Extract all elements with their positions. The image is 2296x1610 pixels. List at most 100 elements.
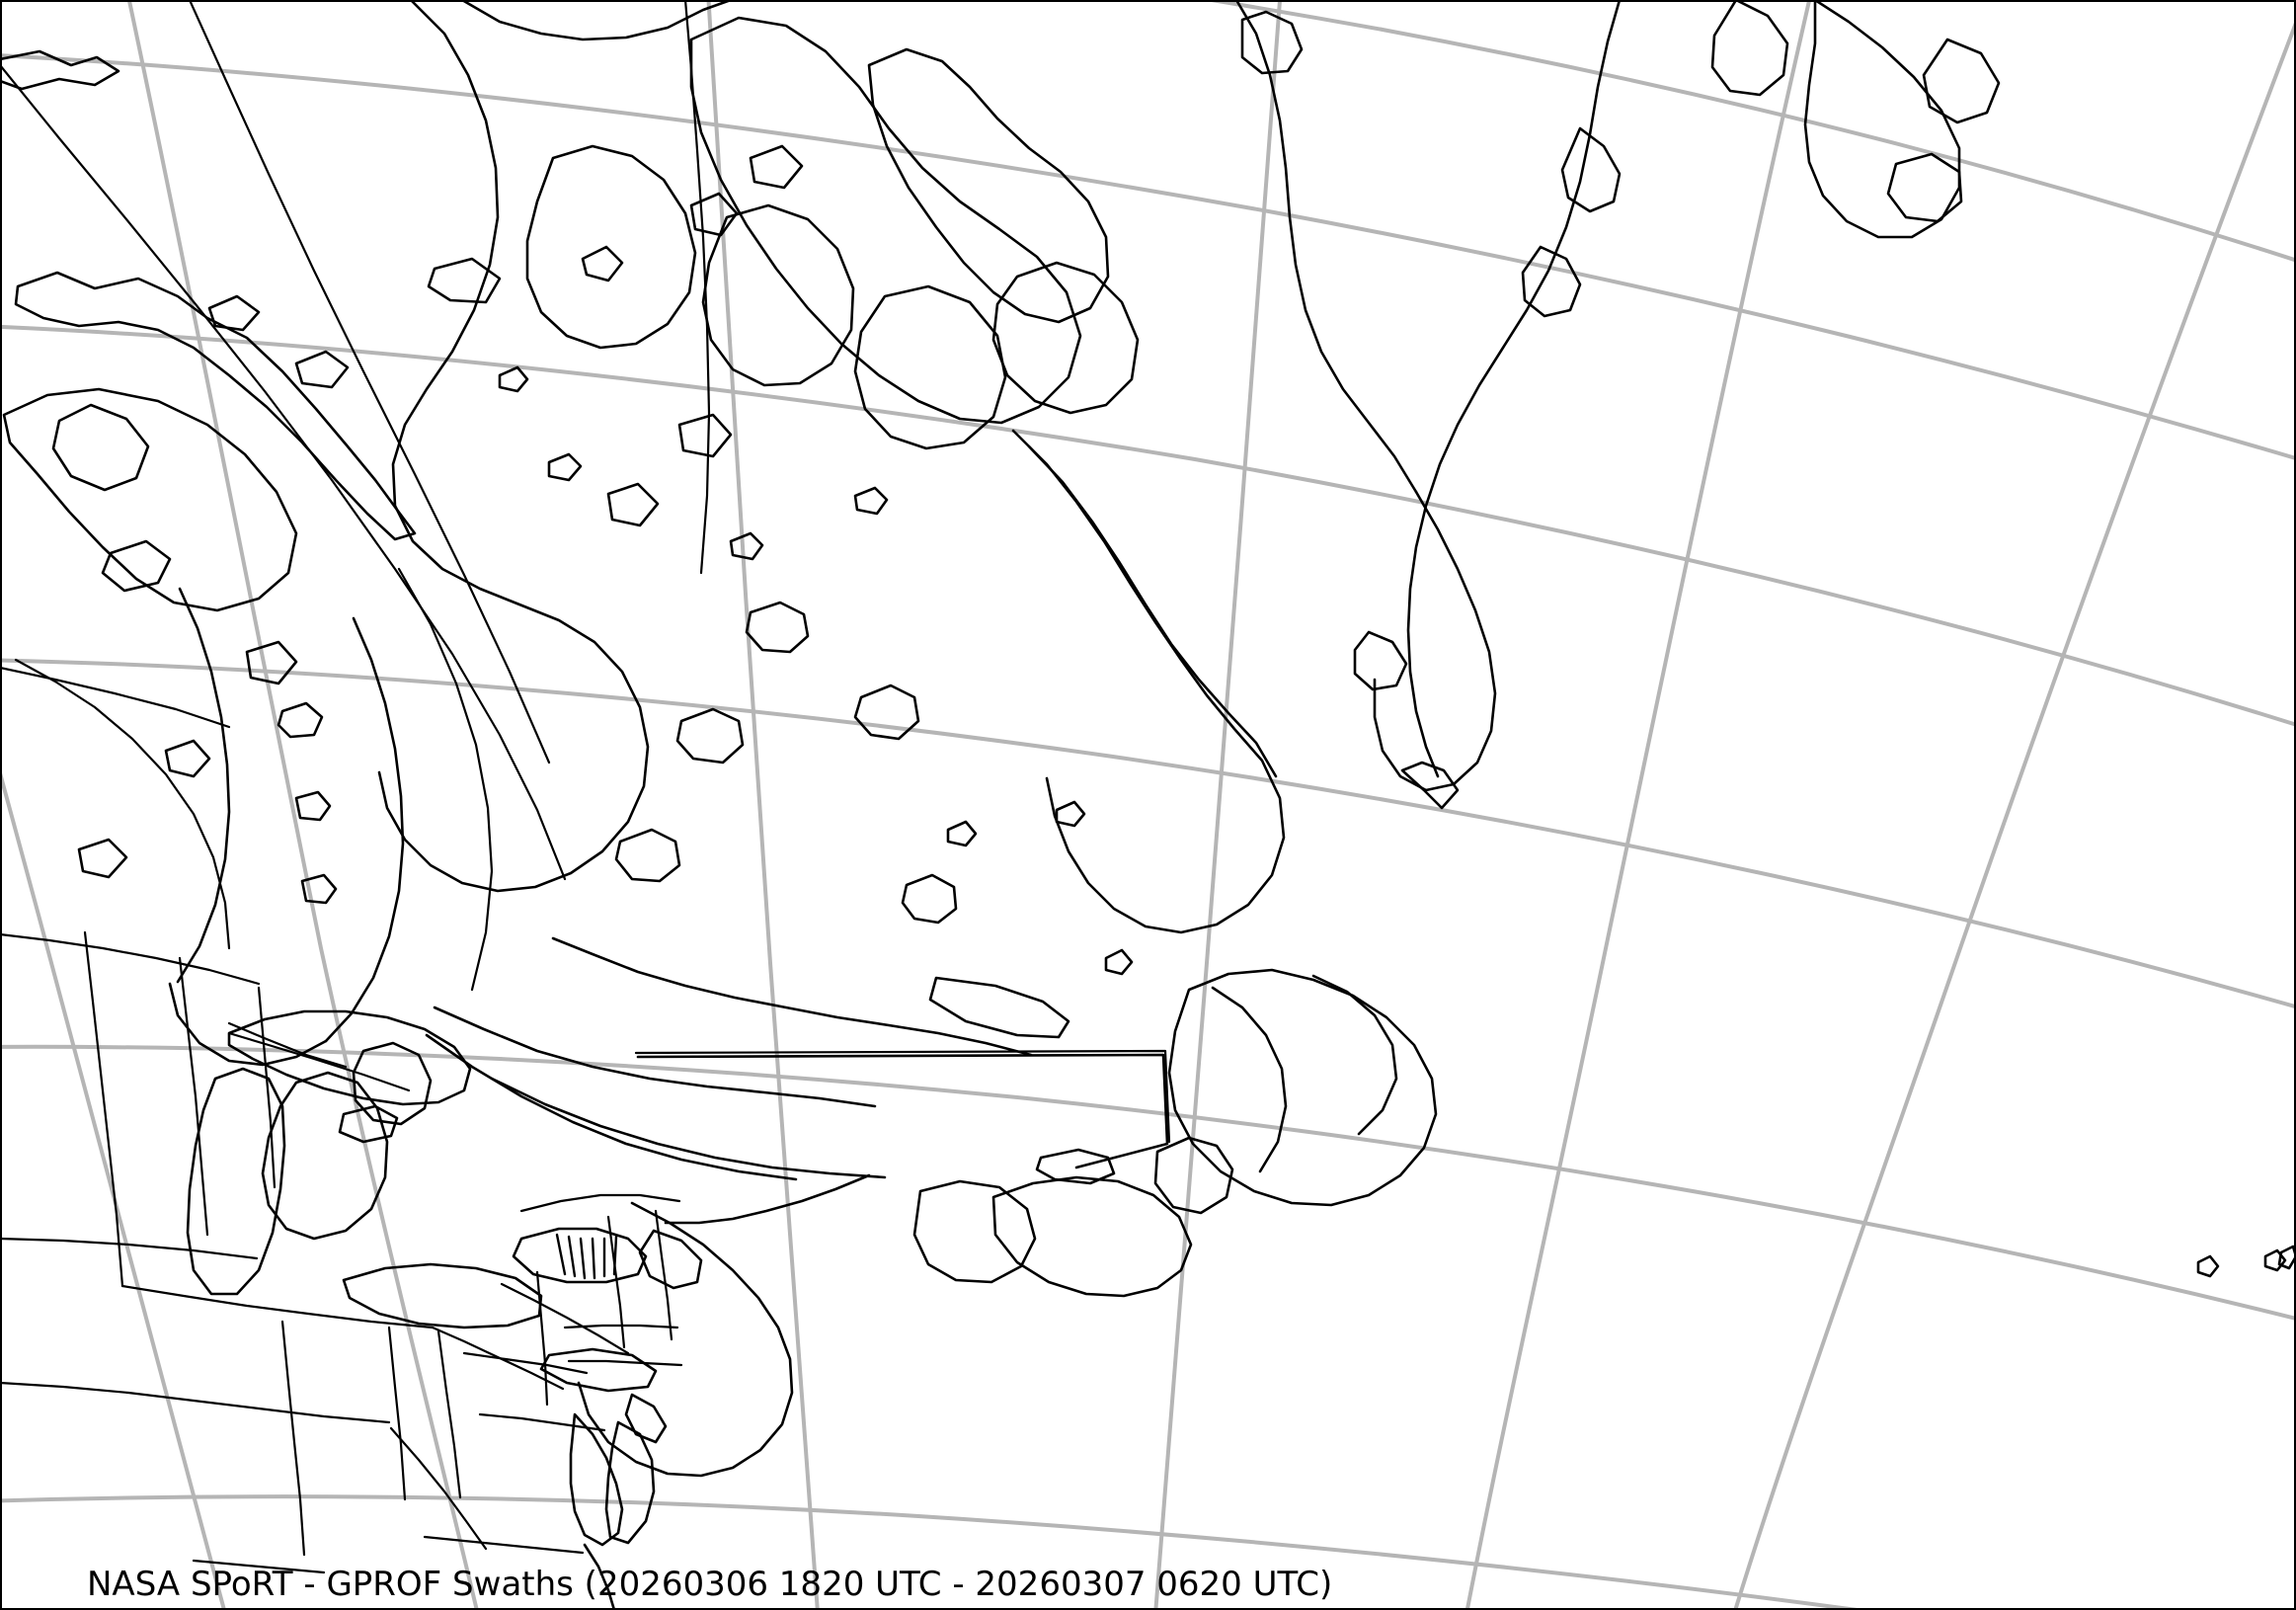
border-us-state-6 [120, 1284, 435, 1329]
coast-ungava-east-1 [525, 144, 697, 350]
border-hatch-3 [579, 1237, 587, 1280]
graticule-parallel-70 [0, 53, 2296, 461]
coast-st-lawrence-south [490, 1077, 887, 1179]
coast-delmarva [604, 1420, 656, 1545]
coast-baffin-detail-1 [867, 47, 1110, 324]
border-us-ny-pa [462, 1351, 589, 1375]
border-nunavut-nwt [0, 63, 567, 881]
border-quebec-ontario [397, 567, 494, 992]
border-us-md-pa [478, 1412, 606, 1432]
coast-greenland-east-fjord-2 [1521, 245, 1582, 318]
coast-lake-erie [342, 1262, 543, 1329]
coast-newfoundland [1167, 968, 1438, 1207]
coast-st-lawrence-river [425, 1033, 798, 1181]
graticule-parallel-50 [0, 658, 2296, 1009]
border-us-state-2 [0, 1237, 259, 1260]
border-canada-us-lakes [227, 1031, 411, 1092]
coast-ungava-lake-2 [675, 707, 745, 765]
coast-north-island-c [1886, 152, 1963, 223]
coast-hudson-bay-west [176, 587, 231, 984]
coast-new-brunswick [912, 1179, 1037, 1284]
coast-misc-island-3 [946, 820, 978, 847]
coast-ungava-peninsula [377, 0, 650, 893]
coast-arctic-small-1 [207, 294, 261, 332]
coast-lake-ontario [512, 1227, 648, 1284]
border-us-state-5 [257, 986, 277, 1189]
graticule-meridian-80w [706, 0, 820, 1610]
border-labrador-quebec [634, 1049, 1171, 1144]
coast-pei [1035, 1148, 1116, 1185]
border-us-state-11 [436, 1329, 462, 1499]
border-us-michigan-up [227, 1021, 348, 1069]
coast-baffin-island [689, 16, 1082, 425]
coast-manitoulin [338, 1104, 399, 1144]
coast-misc-island-5 [1104, 948, 1134, 976]
coast-nova-scotia [991, 1175, 1193, 1298]
coast-labrador-border [636, 1053, 1169, 1169]
border-us-state-3 [83, 930, 124, 1288]
coast-james-bay-islands-2 [294, 790, 332, 822]
coast-greenland-south-tip [1400, 761, 1460, 810]
coast-arctic-island-c [51, 403, 150, 492]
border-us-newengland-3 [563, 1324, 679, 1329]
coast-greenland-east-fjord-1 [1560, 126, 1622, 213]
border-us-state-1 [0, 932, 261, 986]
coast-arctic-island-a [0, 49, 120, 91]
border-canada-us-west [0, 666, 231, 729]
coast-greenland-sw-detail [1353, 630, 1408, 691]
border-us-state-13 [535, 1270, 549, 1407]
coast-arctic-island-d [101, 539, 172, 593]
coast-ungava-north [460, 0, 733, 41]
border-manitoba-ontario [14, 658, 231, 950]
coast-st-lawrence-north [433, 1006, 877, 1108]
border-province-1 [188, 0, 551, 765]
coast-quebec-st-lawrence [551, 936, 1033, 1057]
coast-newfoundland-detail [1211, 986, 1288, 1173]
coast-ellesmere [1803, 0, 1961, 239]
coast-delaware-bay [624, 1393, 668, 1444]
coast-cape-breton [1153, 1136, 1234, 1215]
border-us-wv [389, 1426, 488, 1551]
coast-lake-huron [261, 1071, 389, 1241]
coast-maine [664, 1173, 871, 1225]
coast-misc-island-2 [853, 486, 889, 516]
coast-arctic-small-2 [294, 350, 350, 389]
coast-lake-superior [227, 1009, 472, 1106]
border-us-state-8 [280, 1320, 306, 1557]
coast-ungava-lake-5 [614, 828, 681, 883]
graticule-parallel-60 [0, 324, 2296, 727]
border-hatch-4 [591, 1237, 596, 1280]
coast-labrador-inner [1027, 444, 1278, 778]
coast-lake-michigan [186, 1067, 286, 1296]
coast-hudson-bay-south [168, 982, 328, 1067]
coast-arctic-small-6 [749, 144, 804, 190]
coast-arctic-small-3 [427, 257, 502, 304]
coast-baffin-detail-2 [991, 261, 1140, 415]
coast-atlantic-island-1 [2196, 1254, 2220, 1278]
coast-ungava-lake-4 [901, 873, 958, 925]
border-hatch-group [555, 1233, 618, 1280]
coast-georgian-bay [352, 1041, 433, 1126]
border-us-state-12 [500, 1282, 630, 1355]
border-layer [0, 0, 1171, 1574]
coast-arctic-small-10 [164, 739, 211, 778]
graticule-meridian-60w [1153, 0, 1283, 1610]
coast-us-east [577, 1201, 794, 1478]
coast-misc-island-1 [729, 531, 764, 561]
coast-arctic-small-5 [689, 192, 739, 237]
coast-james-bay-islands-3 [300, 873, 338, 905]
coast-labrador [1011, 429, 1286, 934]
coast-misc-island-6 [547, 452, 583, 482]
figure-caption: NASA SPoRT - GPROF Swaths (20260306 1820… [87, 1565, 1333, 1604]
graticule-parallel-40 [0, 1044, 2296, 1322]
coast-greenland-south [1373, 490, 1497, 792]
coast-greenland-east [1406, 0, 1622, 778]
coast-misc-island-7 [498, 365, 529, 393]
coast-newfoundland-ne [1311, 974, 1398, 1136]
border-province-2 [683, 0, 711, 575]
graticule-parallel-30 [0, 1494, 1872, 1610]
coast-arctic-small-9 [245, 640, 298, 685]
